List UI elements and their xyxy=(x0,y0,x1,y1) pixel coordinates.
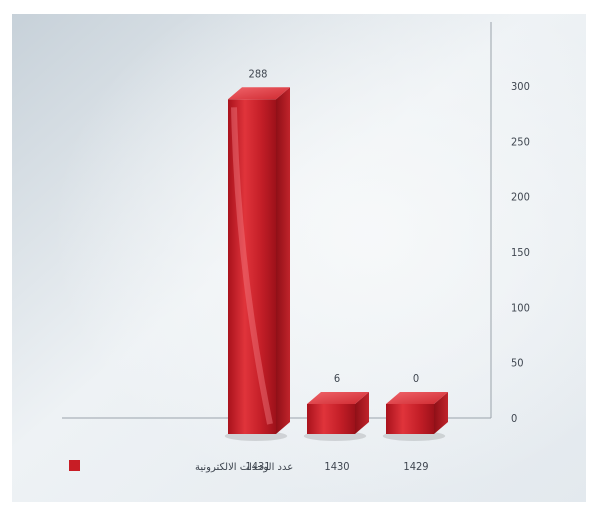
bar xyxy=(224,87,290,441)
y-tick-label: 100 xyxy=(511,301,530,314)
x-tick-label: 1431 xyxy=(245,460,270,473)
bar-side xyxy=(355,392,369,434)
bar-front xyxy=(386,404,434,434)
y-tick-label: 300 xyxy=(511,80,530,93)
y-tick-label: 150 xyxy=(511,246,530,259)
y-tick-label: 0 xyxy=(511,412,517,425)
bar-front xyxy=(307,404,355,434)
data-labels: 288 6 0 xyxy=(249,67,420,385)
plot-glow xyxy=(12,14,586,502)
y-axis: 300 250 200 150 100 50 0 xyxy=(490,22,530,425)
bar-side xyxy=(434,392,448,434)
x-tick-label: 1429 xyxy=(403,460,428,473)
bar-top xyxy=(386,392,448,404)
category-labels: 1431 1430 1429 xyxy=(245,460,428,473)
x-tick-label: 1430 xyxy=(324,460,349,473)
bar-highlight xyxy=(231,107,273,425)
bar-top xyxy=(228,87,290,100)
bar-side xyxy=(276,87,290,434)
legend: عدد الوحدات الالكترونية xyxy=(69,460,293,473)
bar xyxy=(382,392,448,441)
data-label: 288 xyxy=(249,67,268,80)
legend-swatch xyxy=(69,460,80,471)
legend-label: عدد الوحدات الالكترونية xyxy=(195,462,293,473)
bar xyxy=(303,392,369,441)
y-tick-label: 250 xyxy=(511,135,530,148)
bar-top xyxy=(307,392,369,404)
data-label: 0 xyxy=(413,372,419,385)
data-label: 6 xyxy=(334,372,340,385)
bars xyxy=(224,87,448,441)
y-tick-label: 200 xyxy=(511,191,530,204)
bar-front xyxy=(228,99,276,434)
y-tick-label: 50 xyxy=(511,357,524,370)
